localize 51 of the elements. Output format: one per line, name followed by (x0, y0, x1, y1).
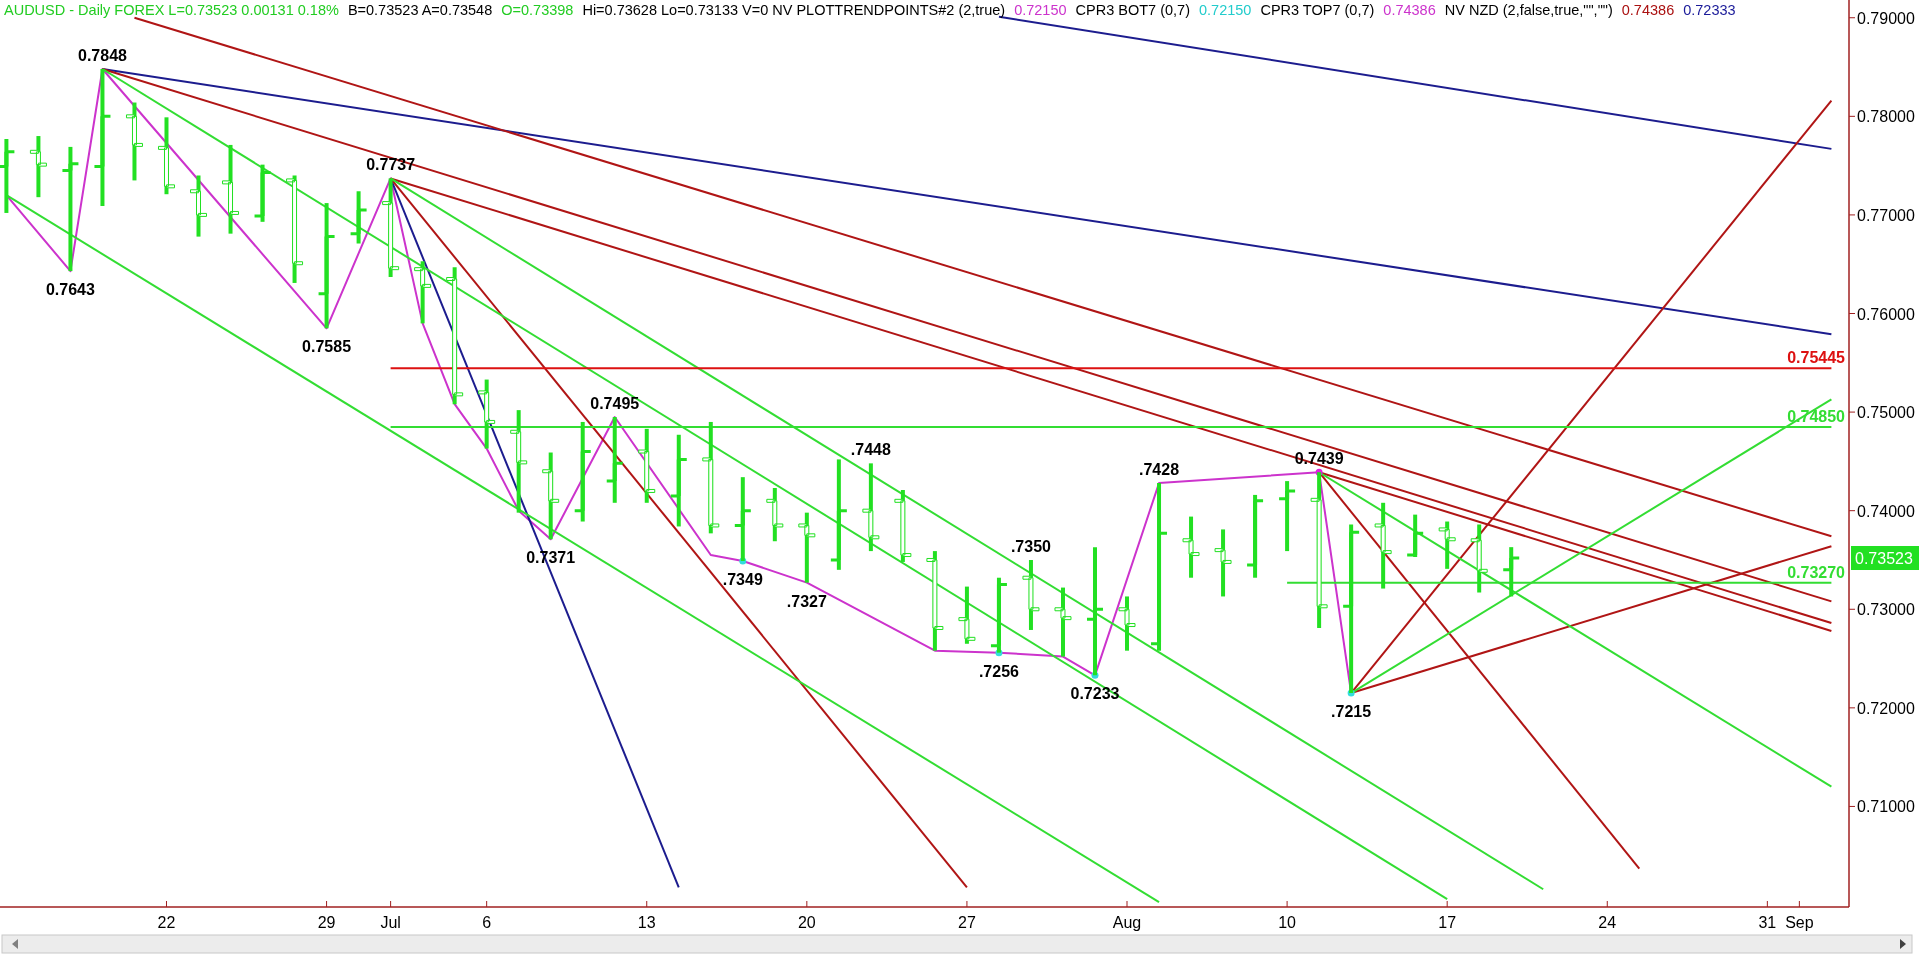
x-tick-label: 27 (958, 914, 976, 931)
data-label: 0.73270 (1787, 563, 1846, 581)
x-tick-label: 13 (637, 914, 656, 931)
x-tick-label: Jul (380, 914, 401, 931)
y-tick-label: 0.78000 (1857, 108, 1915, 126)
y-tick-label: 0.75000 (1857, 404, 1915, 422)
annotation: .7350 (1010, 537, 1052, 555)
x-tick-label: 6 (482, 914, 492, 931)
annotation: .7448 (850, 441, 891, 459)
x-tick-label: 31 (1758, 914, 1777, 931)
y-tick-label: 0.74000 (1857, 502, 1915, 520)
x-tick-label: 20 (797, 914, 816, 931)
annotation: 0.72150 (1198, 2, 1252, 18)
y-tick-label: 0.72000 (1857, 699, 1915, 717)
x-tick-label: Aug (1112, 914, 1142, 931)
x-tick-label: 10 (1278, 914, 1297, 931)
annotation: 0.74386 (1621, 2, 1675, 18)
annotation: 0.72333 (1683, 2, 1736, 18)
annotation: 0.7643 (45, 281, 96, 299)
annotation: .7327 (786, 592, 827, 610)
annotation: CPR3 BOT7 (0,7) (1075, 2, 1190, 18)
annotation: B=0.73523 A=0.73548 (347, 2, 493, 18)
annotation: .7215 (1331, 703, 1372, 721)
annotation: 0.7737 (366, 156, 416, 174)
text: 0.73523 (1855, 550, 1913, 567)
y-tick-label: 0.76000 (1857, 305, 1915, 323)
annotation: NV NZD (2,false,true,"","") (1444, 2, 1613, 18)
chart-title: AUDUSD - Daily FOREX L=0.73523 0.00131 0.18% (4, 2, 339, 18)
annotation: 0.7233 (1070, 685, 1120, 703)
annotation: .7349 (722, 570, 763, 588)
x-tick-label: 24 (1598, 914, 1617, 931)
annotation: O=0.73398 (501, 2, 574, 18)
annotation: CPR3 TOP7 (0,7) (1260, 2, 1375, 18)
annotation: 0.74386 (1383, 2, 1436, 18)
x-tick-label: 29 (317, 914, 336, 931)
x-tick-label: Sep (1785, 914, 1814, 931)
y-tick-label: 0.77000 (1857, 206, 1915, 224)
annotation: 0.7439 (1294, 450, 1344, 468)
y-tick-label: 0.79000 (1857, 9, 1915, 27)
annotation: .7428 (1139, 461, 1180, 479)
annotation: 0.7495 (590, 395, 640, 413)
x-tick-label: 17 (1438, 914, 1457, 931)
annotation: 0.72150 (1014, 2, 1067, 18)
data-label: 0.75445 (1787, 349, 1846, 367)
annotation: 0.7848 (77, 47, 128, 65)
annotation: Hi=0.73628 Lo=0.73133 V=0 NV PLOTTRENDPOINTS#2 (2,true) (582, 2, 1006, 18)
y-tick-label: 0.73000 (1857, 601, 1915, 619)
annotation: 0.7585 (302, 338, 352, 356)
x-tick-label: 22 (157, 914, 176, 931)
y-tick-label: 0.71000 (1857, 798, 1915, 816)
annotation: .7256 (978, 662, 1020, 680)
